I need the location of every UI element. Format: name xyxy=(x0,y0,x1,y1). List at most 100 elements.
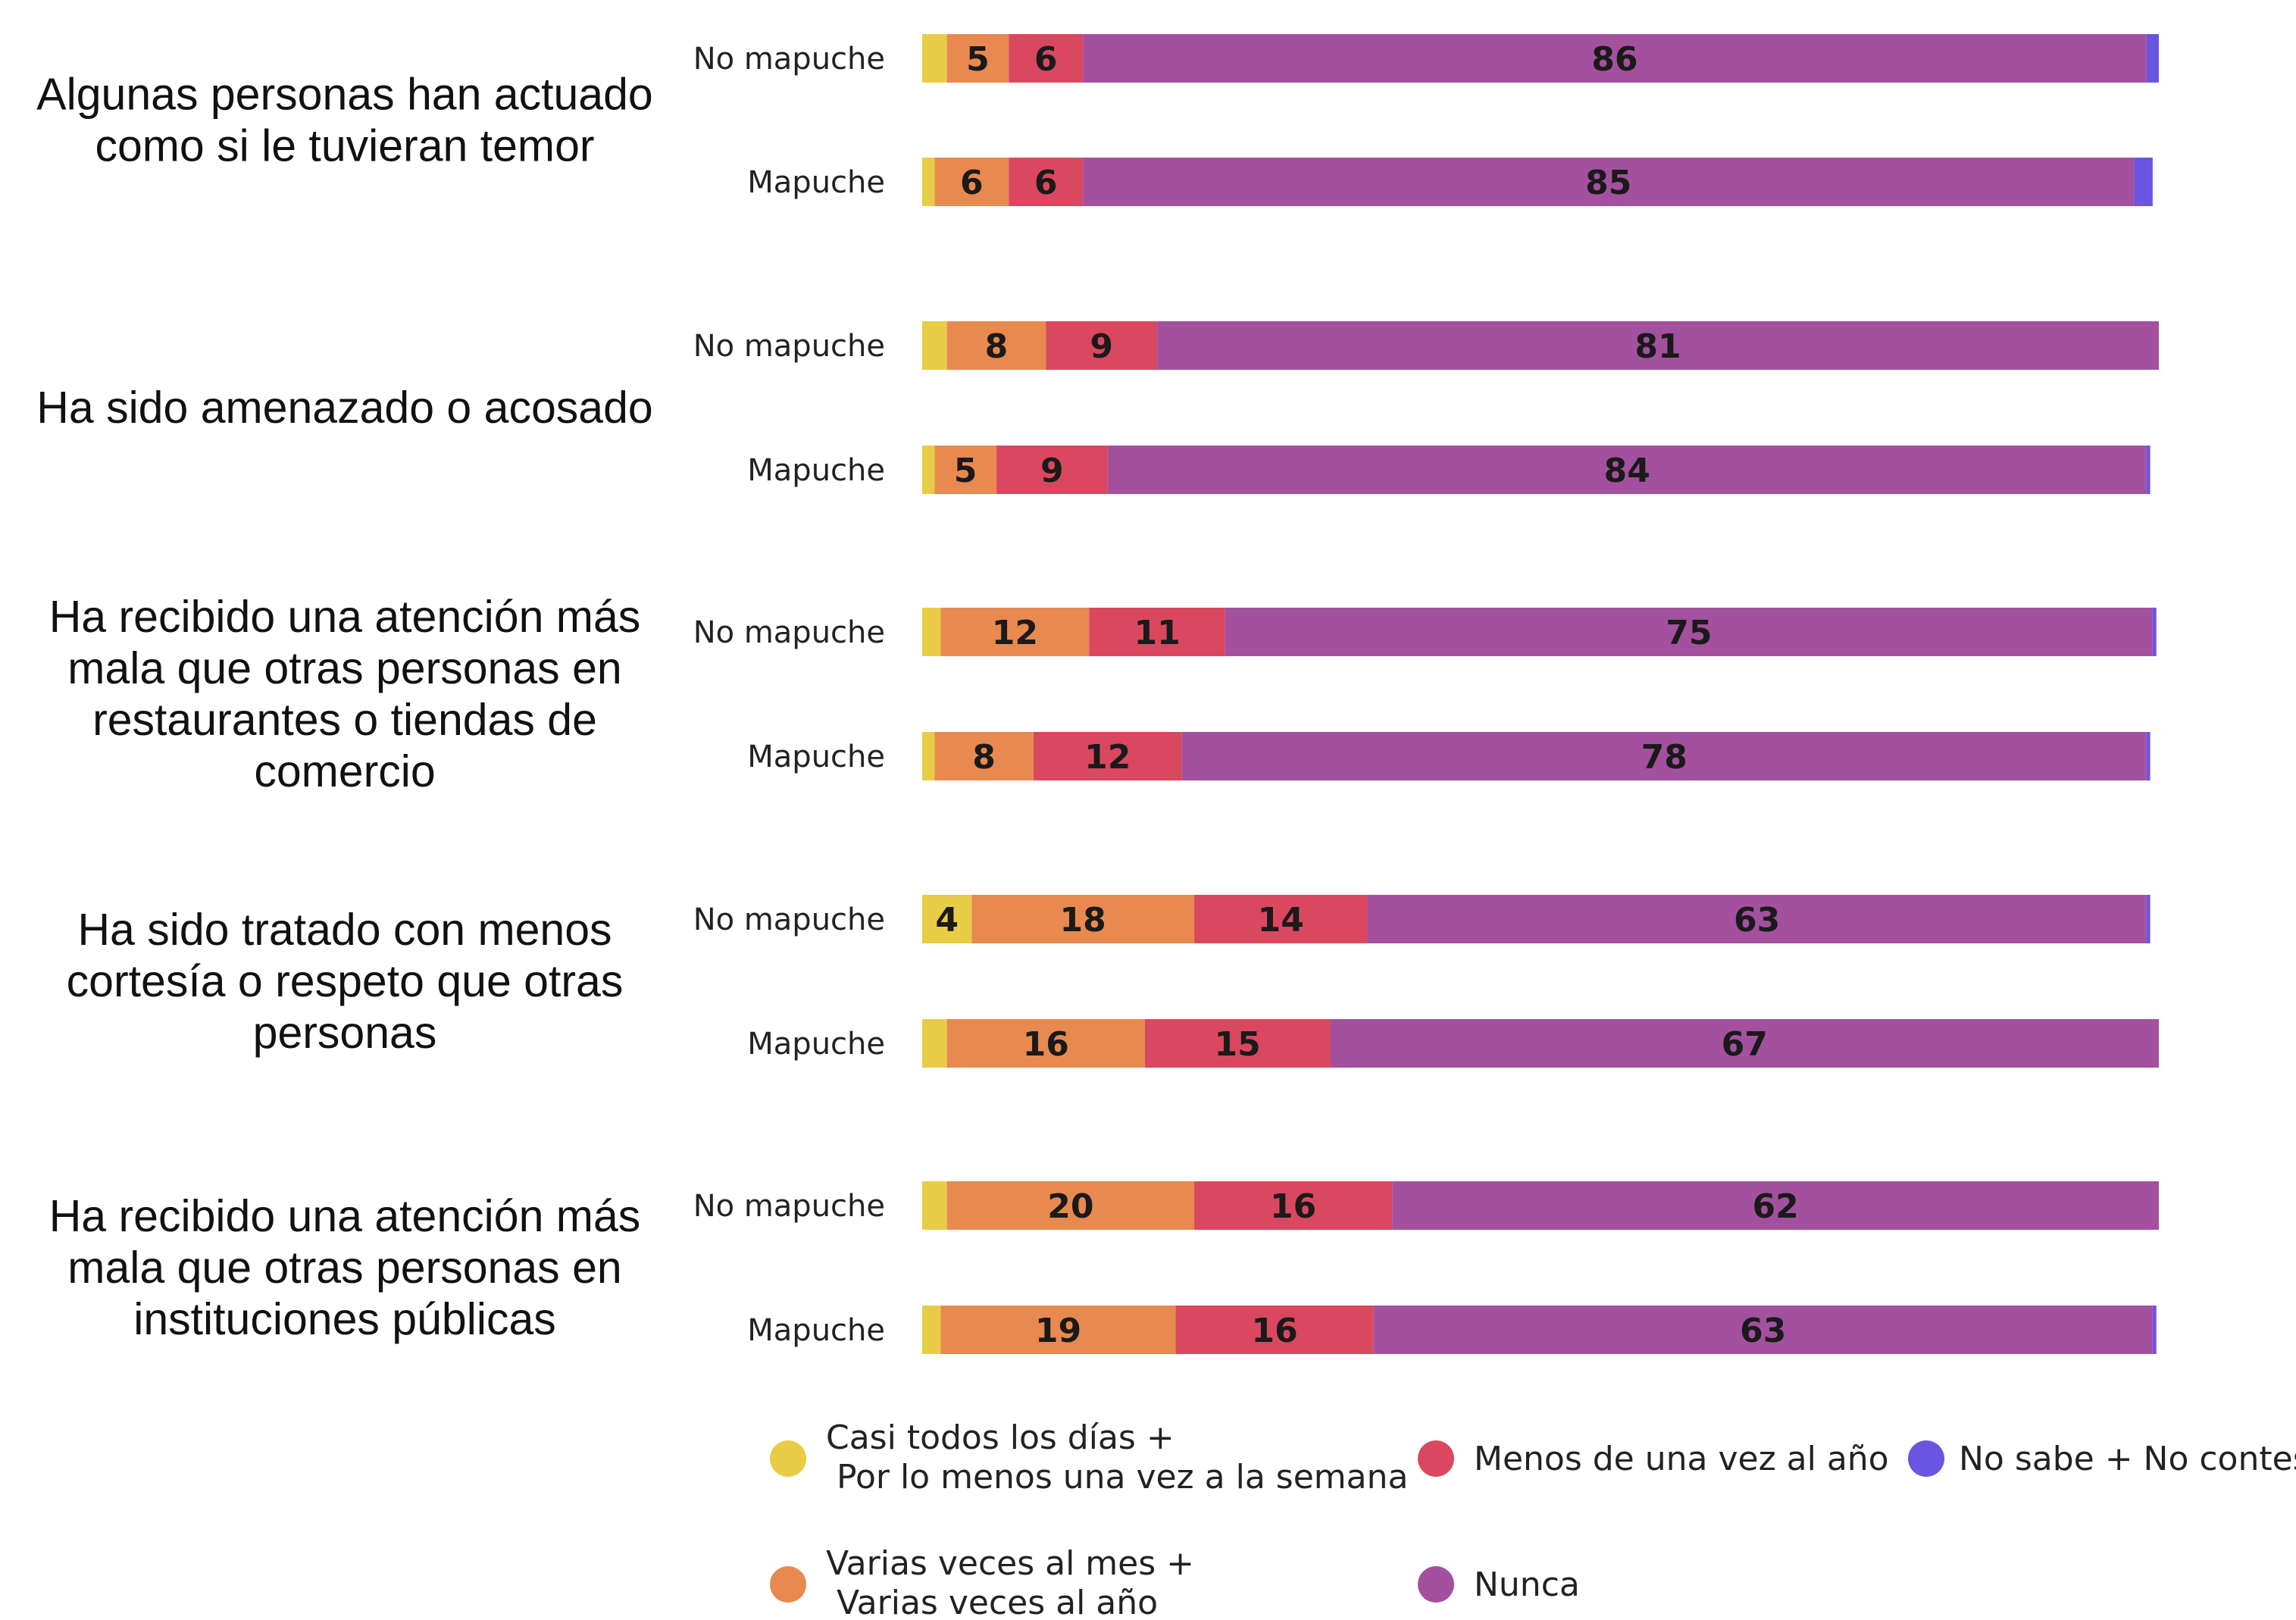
legend-label: Varias veces al mes + xyxy=(826,1544,1194,1583)
legend-swatch-nunca xyxy=(1418,1566,1454,1603)
bar-segment-nunca xyxy=(1083,34,2147,83)
bar-segment-nsnc xyxy=(2134,158,2153,206)
legend-swatch-menos xyxy=(1418,1440,1454,1477)
bar-segment-varias xyxy=(946,1181,1195,1230)
bar-segment-nsnc xyxy=(2146,895,2151,943)
bar-segment-menos xyxy=(1175,1306,1374,1354)
data-label: 8 xyxy=(985,327,1009,366)
bar-segment-varias xyxy=(934,732,1034,780)
bar-segment-varias xyxy=(946,34,1009,83)
bar-segment-nunca xyxy=(1157,321,2159,370)
data-label: 62 xyxy=(1752,1187,1798,1226)
legend-swatch-varias xyxy=(770,1566,806,1603)
group-label: No mapuche xyxy=(693,615,885,650)
bar-segment-menos xyxy=(1009,158,1084,206)
legend-label: Por lo menos una vez a la semana xyxy=(826,1458,1408,1496)
question-label: Ha recibido una atención más xyxy=(49,1191,641,1241)
data-label: 9 xyxy=(1040,452,1064,490)
data-label: 14 xyxy=(1258,901,1304,940)
data-label: 63 xyxy=(1734,901,1780,940)
data-label: 19 xyxy=(1035,1312,1081,1350)
legend-label: No sabe + No contesta xyxy=(1959,1440,2296,1478)
bar-segment-casi xyxy=(922,1019,947,1068)
bar-segment-casi xyxy=(922,446,935,494)
data-label: 20 xyxy=(1047,1187,1093,1226)
legend-label: Nunca xyxy=(1474,1565,1580,1604)
legend-label: Varias veces al año xyxy=(826,1584,1158,1620)
bar-segment-varias xyxy=(946,321,1046,370)
bar-segment-menos xyxy=(1194,1181,1393,1230)
group-label: Mapuche xyxy=(747,740,885,774)
data-label: 75 xyxy=(1666,614,1712,652)
data-label: 6 xyxy=(1034,40,1058,79)
bar-segment-casi xyxy=(922,1181,947,1230)
data-label: 15 xyxy=(1215,1025,1261,1064)
group-label: No mapuche xyxy=(693,329,885,364)
data-label: 11 xyxy=(1134,614,1180,652)
group-label: No mapuche xyxy=(693,902,885,937)
bar-segment-nsnc xyxy=(2146,34,2159,83)
data-label: 67 xyxy=(1722,1025,1768,1064)
data-label: 63 xyxy=(1740,1312,1786,1350)
bar-segment-casi xyxy=(922,732,935,780)
data-label: 5 xyxy=(966,40,990,79)
group-label: No mapuche xyxy=(693,1189,885,1224)
data-label: 18 xyxy=(1060,901,1106,940)
bar-segment-nsnc xyxy=(2152,1306,2157,1354)
bar-segment-nsnc xyxy=(2146,446,2151,494)
data-label: 5 xyxy=(954,452,978,490)
bar-segment-nunca xyxy=(1107,446,2147,494)
bar-segment-nunca xyxy=(1373,1306,2153,1354)
data-label: 4 xyxy=(935,901,959,940)
bar-segment-varias xyxy=(946,1019,1145,1068)
bar-segment-nunca xyxy=(1181,732,2147,780)
bar-segment-varias xyxy=(934,446,996,494)
bar-segment-casi xyxy=(922,1306,941,1354)
bar-segment-casi xyxy=(922,158,935,206)
bar-segment-menos xyxy=(1033,732,1182,780)
question-label: instituciones públicas xyxy=(133,1294,556,1344)
group-label: No mapuche xyxy=(693,42,885,77)
question-label: comercio xyxy=(254,746,435,796)
bar-segment-menos xyxy=(1009,34,1084,83)
bar-segment-casi xyxy=(922,895,972,943)
question-label: Ha sido amenazado o acosado xyxy=(36,383,652,433)
bar-segment-casi xyxy=(922,34,947,83)
question-label: Ha sido tratado con menos xyxy=(77,905,612,955)
bar-segment-nunca xyxy=(1392,1181,2159,1230)
data-label: 12 xyxy=(1084,738,1131,777)
bar-segment-menos xyxy=(1194,895,1368,943)
question-label: restaurantes o tiendas de xyxy=(92,695,597,745)
data-label: 86 xyxy=(1591,40,1638,79)
data-label: 84 xyxy=(1604,452,1650,490)
group-label: Mapuche xyxy=(747,453,885,488)
data-label: 85 xyxy=(1585,164,1631,202)
legend-swatch-nsnc xyxy=(1908,1440,1944,1477)
bar-segment-nunca xyxy=(1330,1019,2159,1068)
legend-label: Menos de una vez al año xyxy=(1474,1440,1889,1478)
group-label: Mapuche xyxy=(747,1313,885,1348)
data-label: 81 xyxy=(1634,327,1681,366)
bar-segment-varias xyxy=(940,608,1090,656)
data-label: 16 xyxy=(1252,1312,1298,1350)
bar-segment-menos xyxy=(1046,321,1158,370)
data-label: 9 xyxy=(1090,327,1113,366)
bar-segment-casi xyxy=(922,608,941,656)
legend-swatch-casi xyxy=(770,1440,806,1477)
question-label: mala que otras personas en xyxy=(67,643,621,693)
question-label: mala que otras personas en xyxy=(67,1243,621,1293)
bar-segment-nunca xyxy=(1225,608,2153,656)
bar-segment-casi xyxy=(922,321,947,370)
question-label: personas xyxy=(253,1008,437,1058)
data-label: 78 xyxy=(1641,738,1688,777)
question-label: Algunas personas han actuado xyxy=(36,70,653,120)
bar-segment-varias xyxy=(940,1306,1176,1354)
bar-segment-nsnc xyxy=(2146,732,2151,780)
bar-segment-menos xyxy=(1144,1019,1331,1068)
data-label: 16 xyxy=(1023,1025,1069,1064)
legend: Casi todos los días + Por lo menos una v… xyxy=(770,1418,2296,1620)
bar-segment-varias xyxy=(934,158,1009,206)
